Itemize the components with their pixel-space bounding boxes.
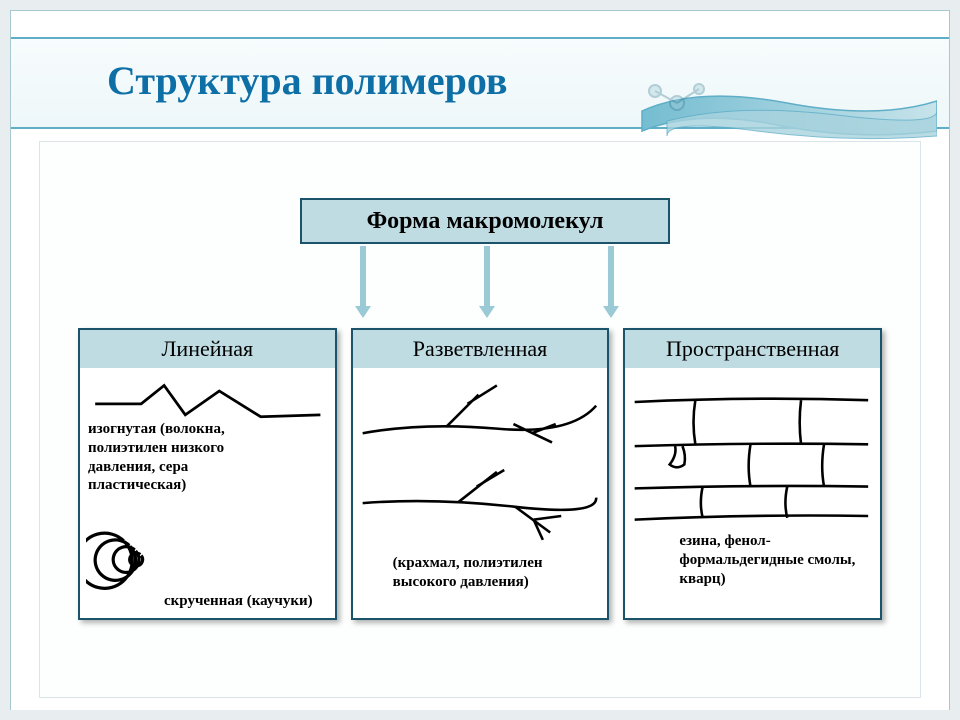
card-spatial-body: езина, фенол-формальдегидные смолы, квар… — [625, 368, 880, 618]
content-area: Форма макромолекул Линейная изогнутая (в… — [39, 141, 921, 698]
caption-linear-1: изогнутая (волокна, полиэтилен низкого д… — [88, 420, 268, 495]
card-branched: Разветвленная (крахмал, полиэтилен высок… — [351, 328, 610, 620]
cards-row: Линейная изогнутая (волокна, полиэтилен … — [78, 328, 882, 620]
page-title: Структура полимеров — [107, 57, 508, 104]
card-linear-body: изогнутая (волокна, полиэтилен низкого д… — [80, 368, 335, 618]
caption-spatial-1: езина, фенол-формальдегидные смолы, квар… — [679, 532, 879, 588]
card-linear: Линейная изогнутая (волокна, полиэтилен … — [78, 328, 337, 620]
arrow-1 — [360, 246, 366, 314]
caption-branched-1: (крахмал, полиэтилен высокого давления) — [393, 554, 593, 592]
card-branched-body: (крахмал, полиэтилен высокого давления) — [353, 368, 608, 618]
card-spatial: Пространственная — [623, 328, 882, 620]
card-branched-title: Разветвленная — [353, 330, 608, 368]
arrow-3 — [608, 246, 614, 314]
card-linear-title: Линейная — [80, 330, 335, 368]
root-label: Форма макромолекул — [367, 208, 604, 235]
arrow-2 — [484, 246, 490, 314]
card-spatial-title: Пространственная — [625, 330, 880, 368]
header-ornament — [637, 81, 937, 141]
root-box: Форма макромолекул — [300, 198, 670, 244]
slide-frame: Структура полимеров Форма макромолекул Л… — [10, 10, 950, 710]
caption-linear-2: скрученная (каучуки) — [164, 592, 334, 611]
